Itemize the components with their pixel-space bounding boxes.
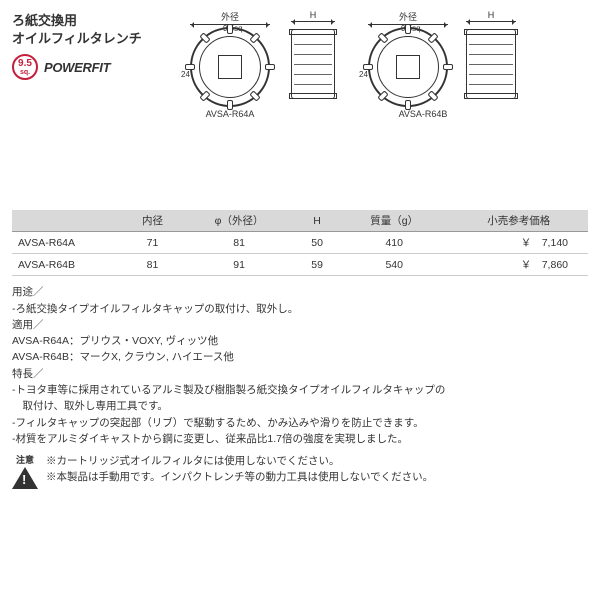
- table-row: AVSA-R64A 71 81 50 410 ￥ 7,140: [12, 232, 588, 254]
- title-line-2: オイルフィルタレンチ: [12, 31, 142, 46]
- part-number-a: AVSA-R64A: [185, 109, 275, 119]
- badge-sq: sq.: [20, 69, 30, 76]
- cell-part: AVSA-R64A: [12, 232, 122, 254]
- badge-num: 9.5: [18, 59, 32, 69]
- part-number-b: AVSA-R64B: [393, 109, 453, 119]
- cell: 81: [183, 232, 295, 254]
- caution-icon: 注意: [12, 453, 38, 489]
- feature-text: -材質をアルミダイキャストから鋼に変更し、従来品比1.7倍の強度を実現しました。: [12, 431, 588, 447]
- inner-dim: 24: [359, 70, 368, 79]
- title-line-1: ろ紙交換用: [12, 13, 77, 28]
- cell: 50: [295, 232, 339, 254]
- wrench-front-view: [368, 27, 448, 107]
- caution-block: 注意 ※カートリッジ式オイルフィルタには使用しないでください。 ※本製品は手動用…: [12, 453, 588, 489]
- caution-text: ※カートリッジ式オイルフィルタには使用しないでください。 ※本製品は手動用です。…: [46, 453, 433, 486]
- dim-arrow: [466, 21, 516, 22]
- spec-table: 内径 φ（外径） H 質量（g） 小売参考価格 AVSA-R64A 71 81 …: [12, 210, 588, 276]
- feature-text: -トヨタ車等に採用されているアルミ製及び樹脂製ろ紙交換タイプオイルフィルタキャッ…: [12, 382, 588, 398]
- application-text: AVSA-R64A：プリウス・VOXY, ヴィッツ他: [12, 333, 588, 349]
- warning-triangle-icon: [12, 467, 38, 489]
- wrench-front-view: [190, 27, 270, 107]
- table-header-row: 内径 φ（外径） H 質量（g） 小売参考価格: [12, 210, 588, 232]
- feature-text: 取付け、取外し専用工具です。: [12, 398, 588, 414]
- inner-dim: 24: [181, 70, 190, 79]
- description: 用途／ -ろ紙交換タイプオイルフィルタキャップの取付け、取外し。 適用／ AVS…: [12, 284, 588, 447]
- col-outer: φ（外径）: [183, 210, 295, 232]
- cell: 81: [122, 254, 183, 276]
- table-row: AVSA-R64B 81 91 59 540 ￥ 7,860: [12, 254, 588, 276]
- col-price: 小売参考価格: [449, 210, 588, 232]
- cell-part: AVSA-R64B: [12, 254, 122, 276]
- cell-price: ￥ 7,140: [449, 232, 588, 254]
- col-part: [12, 210, 122, 232]
- drive-size-badge: 9.5 sq.: [12, 54, 38, 80]
- use-heading: 用途／: [12, 284, 588, 300]
- use-text: -ろ紙交換タイプオイルフィルタキャップの取付け、取外し。: [12, 301, 588, 317]
- technical-diagrams: 外径 9.5sq. 24 AVSA-R64A H: [185, 10, 521, 119]
- col-h: H: [295, 210, 339, 232]
- caution-label: 注意: [16, 453, 34, 466]
- col-mass: 質量（g）: [339, 210, 450, 232]
- feature-text: -フィルタキャップの突起部（リブ）で駆動するため、かみ込みや滑りを防止できます。: [12, 415, 588, 431]
- outer-dim-label: 外径: [185, 10, 275, 23]
- col-inner: 内径: [122, 210, 183, 232]
- feature-heading: 特長／: [12, 366, 588, 382]
- cell-price: ￥ 7,860: [449, 254, 588, 276]
- caution-line: ※カートリッジ式オイルフィルタには使用しないでください。: [46, 453, 433, 469]
- caution-line: ※本製品は手動用です。インパクトレンチ等の動力工具は使用しないでください。: [46, 469, 433, 485]
- application-text: AVSA-R64B：マークX, クラウン, ハイエース他: [12, 349, 588, 365]
- cell: 59: [295, 254, 339, 276]
- application-heading: 適用／: [12, 317, 588, 333]
- cell: 91: [183, 254, 295, 276]
- brand-logo: POWERFIT: [44, 60, 110, 75]
- wrench-side-view: [288, 26, 338, 102]
- dim-arrow: [291, 21, 335, 22]
- cell: 540: [339, 254, 450, 276]
- cell: 71: [122, 232, 183, 254]
- cell: 410: [339, 232, 450, 254]
- outer-dim-label: 外径: [363, 10, 453, 23]
- wrench-side-view: [463, 26, 519, 102]
